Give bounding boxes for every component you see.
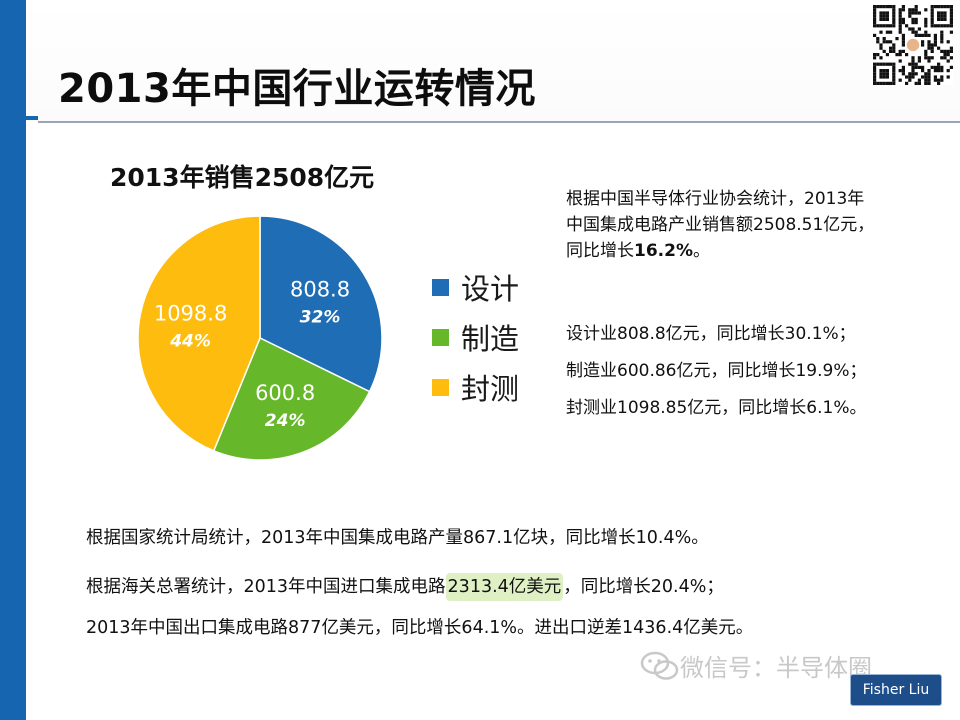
stats-growth-value: 16.2% — [634, 241, 693, 261]
segment-manufacturing: 制造业600.86亿元，同比增长19.9%； — [566, 361, 867, 381]
pie-percent-label-manufacturing: 24% — [265, 411, 306, 431]
pie-slice-packaging — [137, 215, 261, 452]
legend-label-design: 设计 — [461, 272, 520, 306]
legend-swatch-design — [432, 278, 449, 296]
stats-growth-prefix: 同比增长 — [566, 241, 634, 261]
legend-swatch-manufacturing — [432, 328, 449, 346]
stats-growth-suffix: 。 — [692, 241, 710, 261]
watermark-text: 微信号：半导体圈 — [680, 654, 872, 682]
title-band — [26, 0, 960, 122]
pie-slice-manufacturing — [212, 336, 371, 461]
production-stat: 根据国家统计局统计，2013年中国集成电路产量867.1亿块，同比增长10.4%… — [86, 528, 709, 548]
qr-code-icon — [873, 5, 953, 85]
legend-label-manufacturing: 制造 — [461, 322, 520, 356]
author-badge: Fisher Liu — [850, 674, 942, 706]
pie-value-label-manufacturing: 600.8 — [255, 381, 315, 405]
title-divider — [38, 121, 960, 123]
import-stat-prefix: 根据海关总署统计，2013年中国进口集成电路 — [86, 577, 446, 597]
pie-percent-label-packaging: 44% — [169, 331, 211, 351]
stats-line-1: 根据中国半导体行业协会统计，2013年 — [566, 189, 865, 209]
stats-line-3: 同比增长16.2%。 — [566, 238, 946, 264]
chart-legend: 设计 制造 封测 — [432, 262, 519, 412]
legend-item-packaging: 封测 — [432, 362, 519, 412]
pie-percent-label-design: 32% — [300, 308, 341, 328]
wechat-icon — [640, 650, 680, 682]
legend-swatch-packaging — [432, 378, 449, 396]
import-stat-suffix: ，同比增长20.4%； — [563, 577, 724, 597]
stats-line-2: 中国集成电路产业销售额2508.51亿元， — [566, 215, 875, 235]
pie-value-label-design: 808.8 — [290, 278, 350, 302]
segment-stats: 设计业808.8亿元，同比增长30.1%； 制造业600.86亿元，同比增长19… — [566, 316, 956, 427]
pie-chart: 808.8 32% 600.8 24% 1098.8 44% — [130, 208, 390, 468]
pie-slice-design — [259, 215, 383, 393]
chart-title: 2013年销售2508亿元 — [110, 163, 375, 192]
page-title: 2013年中国行业运转情况 — [58, 66, 536, 112]
import-value-highlight: 2313.4亿美元 — [445, 573, 564, 601]
legend-item-manufacturing: 制造 — [432, 312, 519, 362]
left-accent-bar — [0, 0, 26, 720]
segment-packaging: 封测业1098.85亿元，同比增长6.1%。 — [566, 398, 867, 418]
export-stat: 2013年中国出口集成电路877亿美元，同比增长64.1%。进出口逆差1436.… — [86, 618, 754, 638]
legend-label-packaging: 封测 — [461, 372, 520, 406]
legend-item-design: 设计 — [432, 262, 519, 312]
pie-value-label-packaging: 1098.8 — [154, 301, 227, 325]
title-rule-accent — [26, 116, 38, 120]
industry-stats: 根据中国半导体行业协会统计，2013年 中国集成电路产业销售额2508.51亿元… — [566, 186, 946, 264]
import-stat: 根据海关总署统计，2013年中国进口集成电路 2313.4亿美元 ，同比增长20.4… — [86, 573, 906, 601]
segment-design: 设计业808.8亿元，同比增长30.1%； — [566, 324, 856, 344]
